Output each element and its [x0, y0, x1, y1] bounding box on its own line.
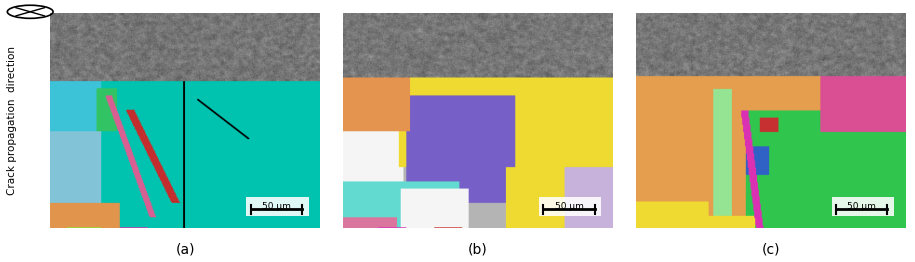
- Text: 50 μm: 50 μm: [262, 202, 291, 211]
- Text: (b): (b): [468, 243, 488, 257]
- Text: Crack propagation  direction: Crack propagation direction: [7, 46, 16, 195]
- Text: (c): (c): [761, 243, 780, 257]
- Bar: [832, 196, 894, 216]
- Text: (a): (a): [176, 243, 195, 257]
- Bar: [246, 196, 308, 216]
- Text: 50 μm: 50 μm: [847, 202, 877, 211]
- Bar: [539, 196, 601, 216]
- Text: 50 μm: 50 μm: [554, 202, 584, 211]
